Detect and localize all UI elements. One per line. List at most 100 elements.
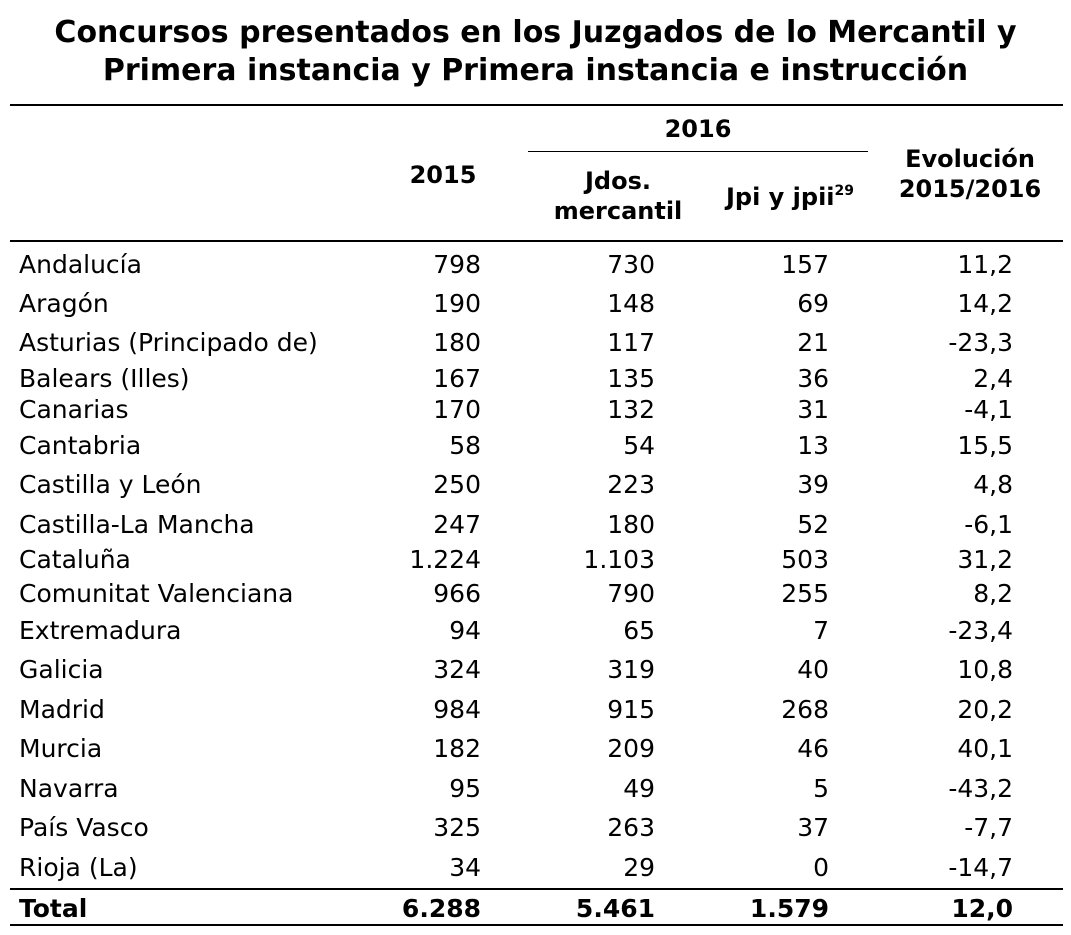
table-row: Galicia 324 319 40 10,8 [0, 654, 1071, 686]
row-evol: 11,2 [957, 250, 1013, 279]
row-evol: -43,2 [948, 774, 1013, 803]
row-jpi: 21 [797, 328, 829, 357]
header-2016: 2016 [664, 115, 732, 143]
table-row: Castilla y León 250 223 39 4,8 [0, 469, 1071, 501]
row-2015: 798 [433, 250, 481, 279]
row-evol: 40,1 [957, 734, 1013, 763]
row-jpi: 255 [781, 579, 829, 608]
row-name: Madrid [19, 695, 105, 724]
row-evol: 10,8 [957, 655, 1013, 684]
row-evol: -23,3 [948, 328, 1013, 357]
table-row: Andalucía 798 730 157 11,2 [0, 249, 1071, 281]
row-jpi: 69 [797, 289, 829, 318]
row-jdos: 1.103 [583, 545, 655, 574]
header-2015: 2015 [409, 161, 477, 189]
row-jdos: 65 [623, 616, 655, 645]
header-jdos-mercantil: Jdos. mercantil [538, 166, 698, 226]
header-evol-line-2: 2015/2016 [898, 175, 1042, 203]
row-jdos: 49 [623, 774, 655, 803]
row-name: Balears (Illes) [19, 364, 190, 393]
total-jpi: 1.579 [749, 894, 829, 923]
row-evol: -7,7 [964, 813, 1013, 842]
header-jdos-line-2: mercantil [553, 197, 683, 225]
row-jpi: 39 [797, 470, 829, 499]
total-2015: 6.288 [401, 894, 481, 923]
table-row: Cantabria 58 54 13 15,5 [0, 430, 1071, 462]
header-rule [10, 240, 1063, 242]
row-2015: 190 [433, 289, 481, 318]
row-evol: 31,2 [957, 545, 1013, 574]
row-jpi: 37 [797, 813, 829, 842]
row-2015: 182 [433, 734, 481, 763]
row-2015: 95 [449, 774, 481, 803]
header-evol-line-1: Evolución [905, 145, 1035, 173]
table-row: Canarias 170 132 31 -4,1 [0, 394, 1071, 426]
table-row: Castilla-La Mancha 247 180 52 -6,1 [0, 509, 1071, 541]
row-2015: 325 [433, 813, 481, 842]
row-evol: -23,4 [948, 616, 1013, 645]
row-name: Murcia [19, 734, 103, 763]
row-name: Cataluña [19, 545, 131, 574]
row-name: Extremadura [19, 616, 182, 645]
row-jdos: 148 [607, 289, 655, 318]
row-2015: 34 [449, 853, 481, 882]
table-row: Madrid 984 915 268 20,2 [0, 694, 1071, 726]
table-row: Rioja (La) 34 29 0 -14,7 [0, 852, 1071, 884]
row-name: Navarra [19, 774, 119, 803]
row-jpi: 7 [813, 616, 829, 645]
row-name: Asturias (Principado de) [19, 328, 318, 357]
row-name: País Vasco [19, 813, 149, 842]
row-2015: 984 [433, 695, 481, 724]
row-2015: 966 [433, 579, 481, 608]
table-title: Concursos presentados en los Juzgados de… [0, 14, 1071, 90]
table-row: Extremadura 94 65 7 -23,4 [0, 615, 1071, 647]
table-row: Cataluña 1.224 1.103 503 31,2 [0, 544, 1071, 576]
table-row: Murcia 182 209 46 40,1 [0, 733, 1071, 765]
row-2015: 170 [433, 395, 481, 424]
title-line-2: Primera instancia y Primera instancia e … [102, 53, 969, 88]
row-jdos: 263 [607, 813, 655, 842]
row-jdos: 117 [607, 328, 655, 357]
row-jdos: 132 [607, 395, 655, 424]
total-rule [10, 888, 1063, 890]
row-2015: 94 [449, 616, 481, 645]
row-evol: -4,1 [964, 395, 1013, 424]
row-name: Andalucía [19, 250, 142, 279]
row-jdos: 790 [607, 579, 655, 608]
header-2016-underline [528, 151, 868, 152]
row-evol: -6,1 [964, 510, 1013, 539]
row-jdos: 135 [607, 364, 655, 393]
row-jdos: 180 [607, 510, 655, 539]
header-jdos-line-1: Jdos. [585, 167, 651, 195]
row-name: Cantabria [19, 431, 142, 460]
table-row: Comunitat Valenciana 966 790 255 8,2 [0, 578, 1071, 610]
row-name: Canarias [19, 395, 129, 424]
row-jpi: 36 [797, 364, 829, 393]
row-jpi: 268 [781, 695, 829, 724]
row-jpi: 0 [813, 853, 829, 882]
row-jdos: 915 [607, 695, 655, 724]
total-label: Total [19, 894, 88, 923]
row-2015: 250 [433, 470, 481, 499]
row-evol: 8,2 [973, 579, 1013, 608]
total-evol: 12,0 [951, 894, 1013, 923]
row-jdos: 730 [607, 250, 655, 279]
table-row: Navarra 95 49 5 -43,2 [0, 773, 1071, 805]
total-jdos: 5.461 [575, 894, 655, 923]
row-jpi: 157 [781, 250, 829, 279]
row-jdos: 209 [607, 734, 655, 763]
row-evol: 15,5 [957, 431, 1013, 460]
row-2015: 247 [433, 510, 481, 539]
row-2015: 1.224 [409, 545, 481, 574]
table-row: Asturias (Principado de) 180 117 21 -23,3 [0, 327, 1071, 359]
row-jpi: 13 [797, 431, 829, 460]
top-rule [10, 104, 1063, 106]
row-jpi: 52 [797, 510, 829, 539]
row-name: Castilla y León [19, 470, 202, 499]
row-2015: 324 [433, 655, 481, 684]
row-evol: 4,8 [973, 470, 1013, 499]
row-jpi: 40 [797, 655, 829, 684]
table-row: Aragón 190 148 69 14,2 [0, 288, 1071, 320]
row-jpi: 31 [797, 395, 829, 424]
bottom-rule [10, 924, 1063, 926]
